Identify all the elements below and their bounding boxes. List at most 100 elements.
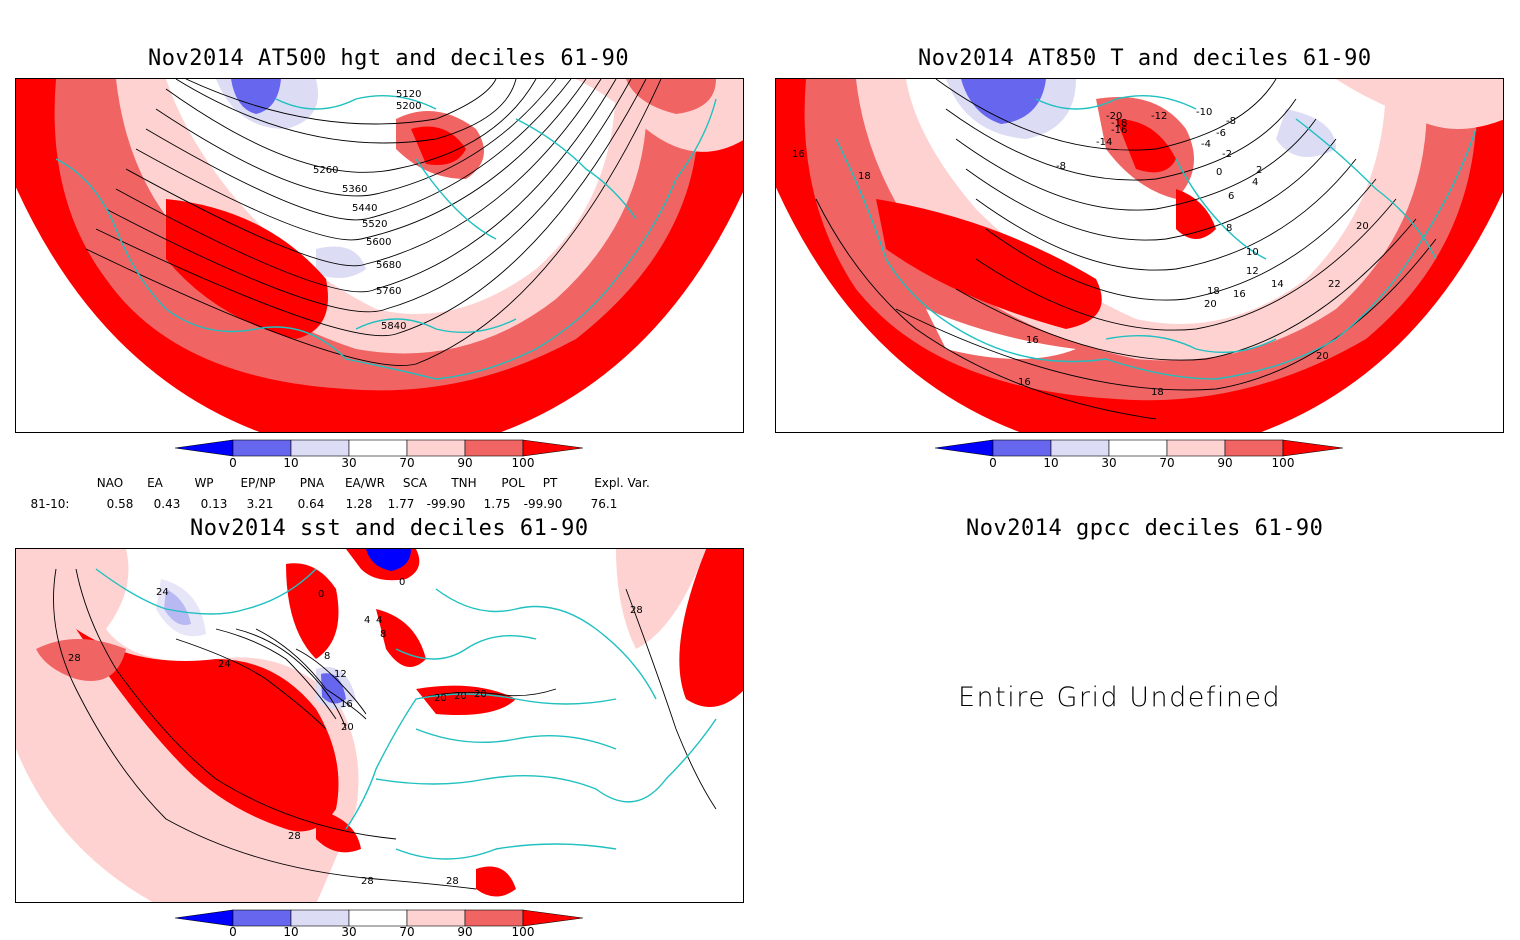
t850-contour-label: 2 <box>1256 165 1262 176</box>
index-header: PNA <box>299 476 325 490</box>
colorbar-tick: 100 <box>511 456 535 470</box>
colorbar-tick: 30 <box>341 925 357 939</box>
t850-contour-label: -6 <box>1216 128 1226 139</box>
t850-contour-label: -14 <box>1096 137 1112 148</box>
sst-map-graphic: 24 28 24 0 0 4 4 8 8 12 16 20 20 20 20 2… <box>16 549 743 902</box>
index-value: 76.1 <box>590 497 618 511</box>
sst-contour-label: 20 <box>434 693 447 704</box>
colorbar-tick: 10 <box>1043 456 1059 470</box>
colorbar-tick: 70 <box>399 456 415 470</box>
index-value: 0.64 <box>297 497 325 511</box>
t850-contour-label: -8 <box>1056 161 1066 172</box>
hgt500-contour-label: 5440 <box>352 203 377 214</box>
t850-colorbar: 0 10 30 70 90 100 <box>934 438 1345 474</box>
sst-contour-label: 20 <box>341 722 354 733</box>
colorbar-tick: 100 <box>1271 456 1295 470</box>
index-value: -99.90 <box>426 497 466 511</box>
sst-contour-label: 8 <box>324 651 330 662</box>
index-header: POL <box>501 476 525 490</box>
sst-contour-label: 12 <box>334 669 347 680</box>
index-header: WP <box>194 476 214 490</box>
index-value: 0.13 <box>200 497 228 511</box>
sst-colorbar-graphic <box>174 909 584 927</box>
t850-contour-label: -2 <box>1222 149 1232 160</box>
index-header-row: NAO EA WP EP/NP PNA EA/WR SCA TNH POL PT… <box>0 476 760 492</box>
index-header: PT <box>542 476 558 490</box>
index-value: 3.21 <box>246 497 274 511</box>
colorbar-tick: 0 <box>989 456 997 470</box>
t850-contour-label: 16 <box>1026 335 1039 346</box>
t850-contour-label: 6 <box>1228 191 1234 202</box>
sst-contour-label: 20 <box>454 691 467 702</box>
index-row-label: 81-10: <box>30 497 70 511</box>
t850-map: -20 -12 -10 -8 -6 -4 -2 0 2 4 6 8 10 12 … <box>775 78 1504 433</box>
index-value: 1.77 <box>387 497 415 511</box>
index-value-row: 81-10: 0.58 0.43 0.13 3.21 0.64 1.28 1.7… <box>0 497 760 513</box>
t850-contour-label: -12 <box>1151 111 1167 122</box>
colorbar-tick: 90 <box>457 925 473 939</box>
sst-contour-label: 4 <box>364 615 370 626</box>
sst-contour-label: 28 <box>630 605 643 616</box>
t850-contour-label: 18 <box>1207 286 1220 297</box>
index-header: EA <box>147 476 163 490</box>
sst-map: 24 28 24 0 0 4 4 8 8 12 16 20 20 20 20 2… <box>15 548 744 903</box>
sst-contour-label: 8 <box>380 629 386 640</box>
colorbar-tick: 90 <box>1217 456 1233 470</box>
sst-contour-label: 4 <box>376 615 382 626</box>
colorbar-tick: 10 <box>283 456 299 470</box>
sst-contour-label: 24 <box>156 587 169 598</box>
hgt500-contour-label: 5760 <box>376 286 401 297</box>
gpcc-title: Nov2014 gpcc deciles 61-90 <box>966 516 1324 541</box>
index-value: -99.90 <box>523 497 563 511</box>
colorbar-tick: 0 <box>229 925 237 939</box>
t850-contour-label: 18 <box>1151 387 1164 398</box>
colorbar-tick: 30 <box>1101 456 1117 470</box>
t850-contour-label: 16 <box>1233 289 1246 300</box>
sst-colorbar: 0 10 30 70 90 100 <box>174 908 585 940</box>
sst-contour-label: 16 <box>340 699 353 710</box>
t850-contour-label: -10 <box>1196 107 1212 118</box>
index-header: SCA <box>402 476 428 490</box>
hgt500-contour-label: 5200 <box>396 101 421 112</box>
t850-map-graphic: -20 -12 -10 -8 -6 -4 -2 0 2 4 6 8 10 12 … <box>776 79 1503 432</box>
colorbar-tick: 0 <box>229 456 237 470</box>
hgt500-contour-label: 5520 <box>362 219 387 230</box>
t850-contour-label: 12 <box>1246 266 1259 277</box>
hgt500-contour-label: 5600 <box>366 237 391 248</box>
t850-contour-label: -20 <box>1106 111 1122 122</box>
t850-contour-label: 16 <box>792 149 805 160</box>
t850-colorbar-graphic <box>934 439 1344 457</box>
colorbar-tick: 10 <box>283 925 299 939</box>
sst-contour-label: 20 <box>474 689 487 700</box>
index-header: EA/WR <box>344 476 386 490</box>
hgt500-contour-label: 5680 <box>376 260 401 271</box>
hgt500-map-graphic: 5120 5200 5260 5360 5440 5520 5600 5680 … <box>16 79 743 432</box>
hgt500-colorbar: 0 10 30 70 90 100 <box>174 438 585 474</box>
hgt500-contour-label: 5360 <box>342 184 367 195</box>
hgt500-contour-label: 5260 <box>313 165 338 176</box>
colorbar-tick: 100 <box>511 925 535 939</box>
sst-title: Nov2014 sst and deciles 61-90 <box>190 516 589 541</box>
index-value: 1.75 <box>483 497 511 511</box>
t850-contour-label: 22 <box>1328 279 1341 290</box>
t850-contour-label: -18 <box>1111 118 1127 129</box>
sst-contour-label: 24 <box>218 659 231 670</box>
t850-contour-label: 18 <box>858 171 871 182</box>
hgt500-contour-label: 5120 <box>396 89 421 100</box>
t850-contour-label: 20 <box>1204 299 1217 310</box>
t850-contour-label: 10 <box>1246 247 1259 258</box>
gpcc-undefined-message: Entire Grid Undefined <box>958 682 1282 713</box>
index-value: 0.58 <box>106 497 134 511</box>
t850-contour-label: 16 <box>1018 377 1031 388</box>
colorbar-tick: 90 <box>457 456 473 470</box>
colorbar-tick: 30 <box>341 456 357 470</box>
colorbar-tick: 70 <box>1159 456 1175 470</box>
t850-title: Nov2014 AT850 T and deciles 61-90 <box>918 46 1372 71</box>
t850-contour-label: 0 <box>1216 167 1222 178</box>
index-value: 1.28 <box>345 497 373 511</box>
t850-contour-label: 8 <box>1226 223 1232 234</box>
t850-contour-label: 20 <box>1316 351 1329 362</box>
hgt500-map: 5120 5200 5260 5360 5440 5520 5600 5680 … <box>15 78 744 433</box>
index-header: NAO <box>96 476 124 490</box>
t850-contour-label: 20 <box>1356 221 1369 232</box>
